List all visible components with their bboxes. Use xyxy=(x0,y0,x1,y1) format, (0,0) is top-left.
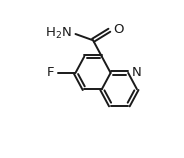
Text: F: F xyxy=(46,66,54,79)
Text: N: N xyxy=(132,66,142,79)
Text: O: O xyxy=(114,23,124,36)
Text: H$_2$N: H$_2$N xyxy=(45,25,72,41)
